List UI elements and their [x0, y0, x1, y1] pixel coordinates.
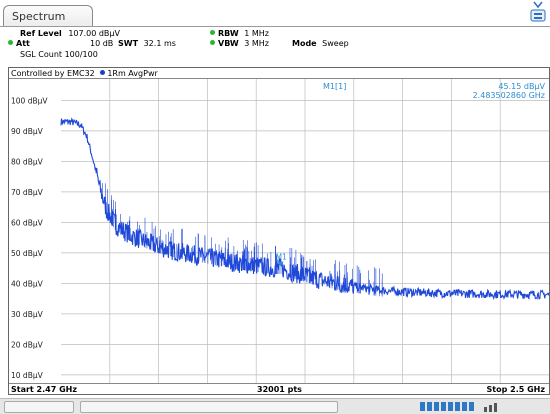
att-indicator-icon	[8, 40, 13, 45]
marker-triangle-icon	[277, 261, 284, 267]
y-tick-label: 50 dBµV	[11, 249, 44, 258]
att-value: 10 dB	[90, 39, 114, 48]
vbw: VBW 3 MHz	[210, 39, 269, 48]
att-label: Att	[16, 39, 30, 48]
status-field-2	[80, 401, 338, 413]
status-field-1	[4, 401, 74, 413]
y-tick-label: 80 dBµV	[11, 157, 44, 166]
network-icon	[484, 403, 497, 412]
y-tick-label: 40 dBµV	[11, 279, 44, 288]
controlled-by: Controlled by EMC32	[11, 69, 95, 78]
spectrum-plot[interactable]: Controlled by EMC32 1Rm AvgPwr 100 dBµV 9…	[8, 67, 550, 395]
trace-indicator-icon	[100, 70, 106, 75]
trace-label: 1Rm AvgPwr	[107, 69, 158, 78]
ref-level-label: Ref Level	[20, 29, 62, 38]
vbw-value: 3 MHz	[244, 39, 269, 48]
swt-value: 32.1 ms	[143, 39, 176, 48]
spectrum-chart[interactable]: 100 dBµV 90 dBµV 80 dBµV 70 dBµV 60 dBµV 50 d…	[9, 79, 549, 384]
y-tick-label: 90 dBµV	[11, 127, 44, 136]
plot-title-strip: Controlled by EMC32 1Rm AvgPwr	[9, 68, 549, 79]
y-tick-label: 60 dBµV	[11, 218, 44, 227]
mode-label: Mode	[292, 39, 317, 48]
trace-noise	[102, 183, 383, 297]
rbw-label: RBW	[218, 29, 239, 38]
rbw-value: 1 MHz	[244, 29, 269, 38]
swt: SWT 32.1 ms	[118, 39, 176, 48]
marker-tag: M1	[276, 253, 287, 262]
sgl-count: SGL Count 100/100	[20, 50, 98, 59]
vbw-label: VBW	[218, 39, 239, 48]
ref-level-value: 107.00 dBµV	[68, 29, 120, 38]
y-tick-label: 70 dBµV	[11, 188, 44, 197]
grid	[61, 79, 549, 384]
status-bar	[0, 398, 550, 414]
marker-frequency: 2.483502860 GHz	[473, 91, 545, 100]
tab-label: Spectrum	[12, 10, 66, 23]
stop-frequency: Stop 2.5 GHz	[486, 385, 545, 394]
start-frequency: Start 2.47 GHz	[11, 385, 77, 394]
ref-level: Ref Level 107.00 dBµV	[20, 29, 120, 38]
rbw: RBW 1 MHz	[210, 29, 269, 38]
progress-indicator	[420, 399, 480, 414]
y-tick-label: 100 dBµV	[11, 96, 48, 105]
marker-name: M1[1]	[323, 82, 346, 91]
marker-m1: M1	[276, 253, 287, 267]
rbw-indicator-icon	[210, 30, 215, 35]
att: Att	[8, 39, 30, 48]
y-tick-label: 10 dBµV	[11, 371, 44, 380]
preset-icon[interactable]	[528, 0, 548, 26]
y-tick-labels: 100 dBµV 90 dBµV 80 dBµV 70 dBµV 60 dBµV 50 d…	[11, 96, 48, 380]
tab-divider	[0, 26, 550, 27]
mode: Mode Sweep	[292, 39, 349, 48]
point-count: 32001 pts	[257, 385, 302, 394]
vbw-indicator-icon	[210, 40, 215, 45]
series-trace	[60, 117, 549, 301]
y-tick-label: 20 dBµV	[11, 340, 44, 349]
y-tick-label: 30 dBµV	[11, 310, 44, 319]
marker-level: 45.15 dBµV	[498, 82, 545, 91]
plot-footer: Start 2.47 GHz 32001 pts Stop 2.5 GHz	[9, 383, 549, 394]
mode-value: Sweep	[322, 39, 349, 48]
swt-label: SWT	[118, 39, 139, 48]
tab-spectrum[interactable]: Spectrum	[3, 5, 93, 27]
